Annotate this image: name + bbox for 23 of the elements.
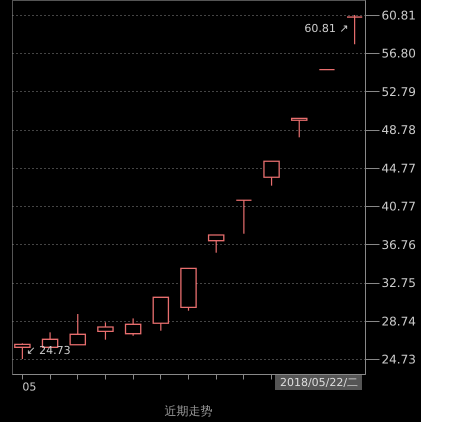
candlestick	[236, 200, 252, 234]
y-tick-label: 24.73	[382, 352, 416, 367]
candlestick	[263, 160, 280, 186]
y-tick-label: 28.74	[382, 314, 416, 328]
candlestick	[290, 118, 308, 138]
y-tick-label: 44.77	[382, 161, 416, 176]
y-tick-label: 48.78	[382, 123, 416, 138]
candlestick	[208, 234, 224, 254]
y-tick-label: 60.81	[382, 8, 416, 22]
text: 2018/05/22/二	[280, 376, 358, 389]
y-tick-label: 52.79	[382, 84, 416, 99]
candlestick	[346, 14, 363, 45]
text: 近期走势	[164, 404, 212, 418]
candlestick	[69, 313, 86, 346]
candlestick	[97, 322, 114, 340]
y-tick-label: 40.77	[382, 200, 416, 214]
y-tick-label: 56.80	[382, 46, 416, 61]
y-tick-label: 36.76	[382, 238, 416, 252]
y-tick-label: 32.75	[382, 276, 416, 290]
candlestick	[124, 318, 142, 336]
annotation: 60.81 ↗	[304, 22, 349, 35]
annotation: ↙ 24.73	[26, 344, 71, 358]
x-tick-label: 05	[22, 380, 36, 394]
